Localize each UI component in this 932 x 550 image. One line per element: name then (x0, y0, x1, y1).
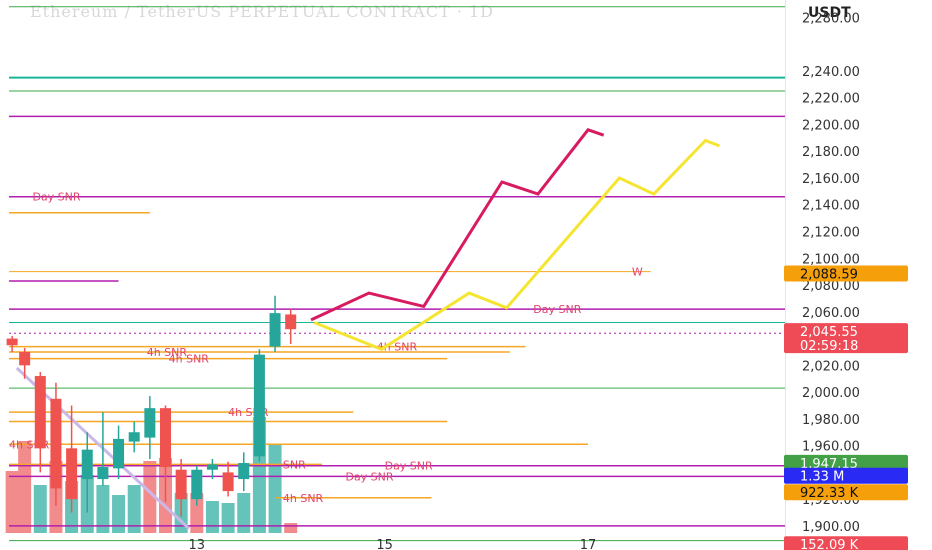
projection-path-yellow (313, 138, 721, 351)
level-label: 4h SNR (169, 353, 210, 366)
x-tick-label: 15 (376, 538, 393, 550)
volume-bar (127, 485, 141, 533)
candle-body (66, 448, 78, 500)
x-tick-label: 17 (580, 538, 597, 550)
candle-body (285, 314, 297, 330)
candle-body (160, 408, 171, 468)
price-axis[interactable] (785, 0, 932, 550)
level-label: Day SNR (385, 460, 433, 473)
candle-body (128, 432, 140, 442)
level-label: 4h SNR (147, 346, 188, 359)
projection-path-pink (310, 128, 605, 322)
candle-body (222, 472, 234, 492)
candle-body (50, 398, 62, 489)
candle-body (144, 408, 156, 438)
candle-body (253, 354, 265, 457)
level-label: Day SNR (345, 470, 393, 483)
candle-body (81, 449, 93, 480)
candle-body (175, 469, 187, 500)
candle-body (34, 376, 46, 449)
candle-body (113, 438, 125, 469)
level-label: 4h SNR (377, 341, 418, 354)
candle-body (19, 351, 31, 366)
candle-body (238, 463, 250, 480)
volume-bar (112, 495, 126, 533)
volume-bar (268, 445, 282, 533)
level-label: Day SNR (32, 191, 80, 204)
volume-bar (190, 493, 204, 533)
volume-bar (237, 493, 251, 533)
volume-bar (221, 503, 235, 533)
candle-body (97, 467, 109, 480)
candle-body (191, 469, 203, 500)
volume-bar (284, 523, 298, 533)
level-label: 4h SNR (283, 492, 324, 505)
level-label: SNR (283, 458, 306, 471)
volume-bar (18, 441, 32, 533)
price-unit: USDT (808, 5, 851, 21)
candle-body (6, 338, 18, 346)
volume-bar (96, 485, 110, 533)
volume-bar (205, 501, 219, 533)
volume-bar (5, 471, 19, 533)
candle-body (206, 464, 218, 470)
volume-bar (143, 461, 157, 533)
x-tick-label: 13 (189, 538, 206, 550)
level-label: W (632, 266, 643, 279)
candle-body (269, 313, 281, 347)
level-label: Day SNR (533, 303, 581, 316)
volume-bar (33, 485, 47, 533)
